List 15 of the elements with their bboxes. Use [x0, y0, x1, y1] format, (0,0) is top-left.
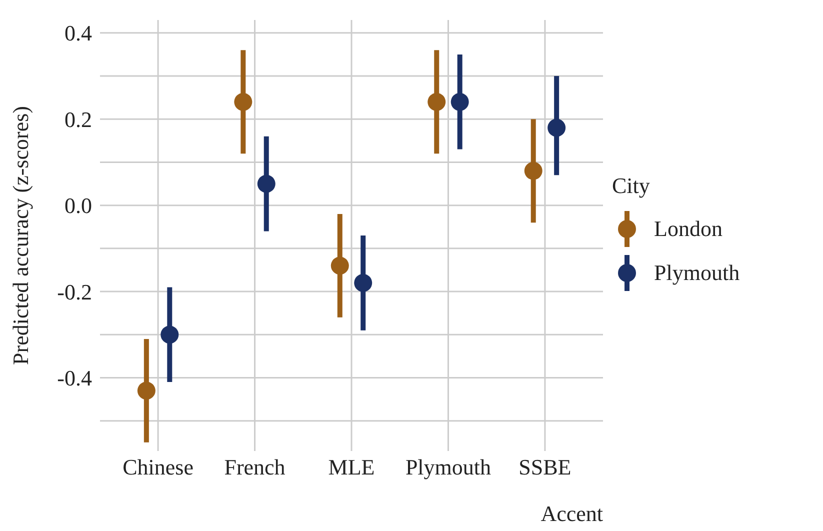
x-tick-label: SSBE	[518, 454, 572, 480]
y-tick-label: 0.2	[64, 106, 92, 132]
y-axis-title: Predicted accuracy (z-scores)	[8, 106, 33, 365]
x-tick-label: Plymouth	[405, 454, 492, 480]
legend-title: City	[612, 173, 651, 199]
legend-label: Plymouth	[654, 260, 740, 286]
x-axis-title: Accent	[540, 501, 603, 526]
x-tick-label: Chinese	[122, 454, 194, 480]
x-tick-label: MLE	[328, 454, 375, 480]
x-tick-label: French	[224, 454, 286, 480]
y-tick-label: -0.2	[57, 279, 92, 304]
y-tick-label: -0.4	[57, 366, 92, 391]
y-tick-label: 0.4	[64, 20, 92, 46]
legend-label: London	[654, 216, 722, 242]
y-tick-label: 0.0	[64, 193, 92, 218]
